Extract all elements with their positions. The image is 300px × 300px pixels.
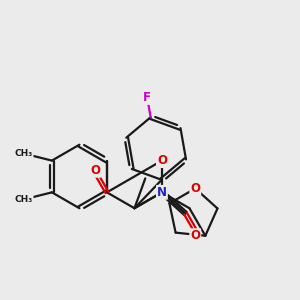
Text: CH₃: CH₃ — [14, 195, 33, 204]
Text: F: F — [143, 91, 151, 104]
Text: O: O — [157, 154, 167, 167]
Text: O: O — [91, 164, 100, 177]
Text: CH₃: CH₃ — [14, 149, 33, 158]
Text: N: N — [157, 186, 167, 199]
Text: O: O — [190, 182, 200, 195]
Text: O: O — [190, 229, 200, 242]
